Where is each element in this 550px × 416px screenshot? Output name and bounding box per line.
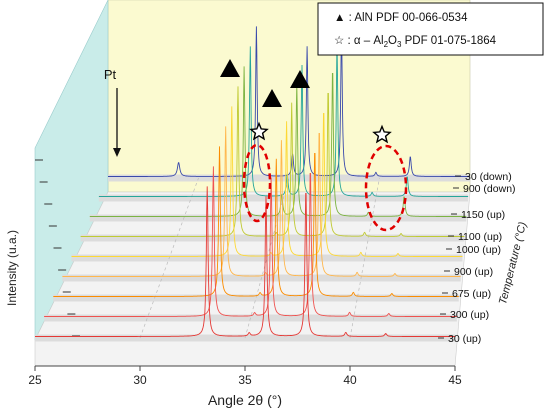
series-line bbox=[53, 146, 459, 297]
temp-label: 900 (down) bbox=[463, 183, 516, 195]
al2o3-ellipse-right bbox=[364, 144, 408, 232]
x-tick-label: 35 bbox=[238, 373, 252, 387]
temp-label: 1150 (up) bbox=[461, 209, 505, 221]
x-tick-label: 25 bbox=[28, 373, 42, 387]
x-axis-title: Angle 2θ (°) bbox=[208, 392, 282, 408]
pt-arrowhead bbox=[113, 148, 121, 157]
legend-al2o3: ☆ : α – Al2O3 PDF 01-075-1864 bbox=[334, 35, 497, 49]
trace-group bbox=[35, 26, 470, 337]
legend: ▲ : AlN PDF 00-066-0534 ☆ : α – Al2O3 PD… bbox=[317, 2, 544, 56]
temp-label: 1000 (up) bbox=[456, 244, 501, 256]
gridline bbox=[244, 177, 290, 339]
x-ticks: 25 30 35 40 45 bbox=[28, 366, 462, 387]
x-tick-label: 30 bbox=[133, 373, 147, 387]
al2o3-star-marker bbox=[372, 124, 392, 144]
pt-label: Pt bbox=[104, 67, 117, 82]
temp-label: 675 (up) bbox=[452, 288, 491, 300]
temp-label: 30 (up) bbox=[448, 333, 481, 345]
x-tick-label: 45 bbox=[448, 373, 462, 387]
temp-label: 300 (up) bbox=[450, 309, 489, 321]
temp-label: 900 (up) bbox=[454, 266, 493, 278]
aln-triangle-marker bbox=[220, 59, 240, 77]
side-wall-ticks bbox=[35, 159, 80, 337]
aln-triangle-marker bbox=[262, 89, 282, 107]
aln-triangle-marker bbox=[290, 70, 310, 88]
al2o3-ellipse-left bbox=[242, 143, 272, 223]
series-line bbox=[108, 26, 470, 177]
series-line bbox=[89, 66, 467, 217]
temp-label: 30 (down) bbox=[465, 171, 512, 183]
al2o3-star-marker bbox=[249, 121, 269, 141]
gridlines bbox=[139, 177, 380, 339]
series-line bbox=[62, 126, 461, 277]
x-tick-label: 40 bbox=[343, 373, 357, 387]
legend-aln: ▲ : AlN PDF 00-066-0534 bbox=[334, 12, 468, 24]
legend-box bbox=[317, 2, 544, 56]
temp-label: 1100 (up) bbox=[458, 231, 502, 243]
series-line bbox=[35, 186, 455, 337]
peak-markers bbox=[220, 10, 392, 144]
y-axis-title: Intensity (u.a.) bbox=[5, 230, 19, 306]
temperature-labels: 30 (up) 300 (up) 675 (up) 900 (up) 1000 (up)… bbox=[438, 171, 516, 345]
gridline bbox=[139, 177, 199, 339]
series-line bbox=[44, 166, 457, 317]
